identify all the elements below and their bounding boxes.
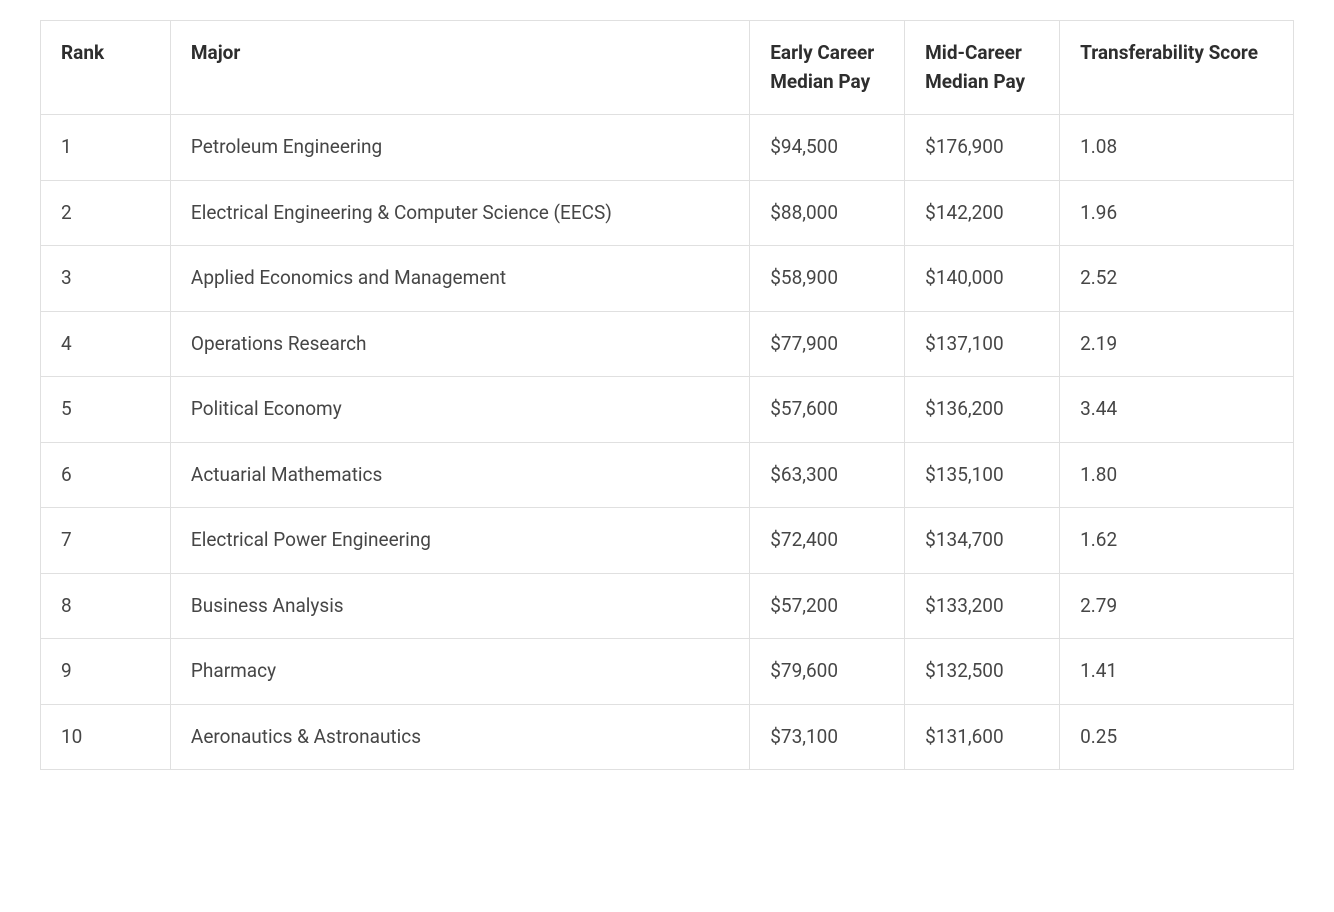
table-row: 3Applied Economics and Management$58,900… — [41, 246, 1294, 312]
cell-rank: 3 — [41, 246, 171, 312]
cell-score: 2.79 — [1060, 573, 1294, 639]
cell-mid: $132,500 — [905, 639, 1060, 705]
cell-score: 1.80 — [1060, 442, 1294, 508]
cell-early: $77,900 — [750, 311, 905, 377]
cell-score: 1.96 — [1060, 180, 1294, 246]
cell-early: $57,600 — [750, 377, 905, 443]
cell-early: $72,400 — [750, 508, 905, 574]
cell-major: Operations Research — [170, 311, 749, 377]
cell-major: Aeronautics & Astronautics — [170, 704, 749, 770]
cell-rank: 2 — [41, 180, 171, 246]
cell-rank: 1 — [41, 115, 171, 181]
table-row: 8Business Analysis$57,200$133,2002.79 — [41, 573, 1294, 639]
cell-major: Electrical Engineering & Computer Scienc… — [170, 180, 749, 246]
cell-rank: 6 — [41, 442, 171, 508]
cell-major: Business Analysis — [170, 573, 749, 639]
cell-mid: $142,200 — [905, 180, 1060, 246]
cell-major: Pharmacy — [170, 639, 749, 705]
cell-early: $73,100 — [750, 704, 905, 770]
cell-mid: $137,100 — [905, 311, 1060, 377]
cell-mid: $176,900 — [905, 115, 1060, 181]
col-header-score: Transferability Score — [1060, 21, 1294, 115]
cell-mid: $131,600 — [905, 704, 1060, 770]
cell-rank: 4 — [41, 311, 171, 377]
cell-rank: 5 — [41, 377, 171, 443]
cell-mid: $134,700 — [905, 508, 1060, 574]
cell-mid: $140,000 — [905, 246, 1060, 312]
cell-score: 1.62 — [1060, 508, 1294, 574]
cell-score: 1.41 — [1060, 639, 1294, 705]
table-row: 2Electrical Engineering & Computer Scien… — [41, 180, 1294, 246]
cell-early: $63,300 — [750, 442, 905, 508]
table-body: 1Petroleum Engineering$94,500$176,9001.0… — [41, 115, 1294, 770]
cell-score: 0.25 — [1060, 704, 1294, 770]
cell-major: Petroleum Engineering — [170, 115, 749, 181]
col-header-early: Early Career Median Pay — [750, 21, 905, 115]
col-header-mid: Mid-Career Median Pay — [905, 21, 1060, 115]
cell-score: 2.52 — [1060, 246, 1294, 312]
cell-early: $79,600 — [750, 639, 905, 705]
table-row: 7Electrical Power Engineering$72,400$134… — [41, 508, 1294, 574]
table-row: 9Pharmacy$79,600$132,5001.41 — [41, 639, 1294, 705]
table-row: 1Petroleum Engineering$94,500$176,9001.0… — [41, 115, 1294, 181]
table-row: 6Actuarial Mathematics$63,300$135,1001.8… — [41, 442, 1294, 508]
table-row: 4Operations Research$77,900$137,1002.19 — [41, 311, 1294, 377]
cell-early: $88,000 — [750, 180, 905, 246]
col-header-major: Major — [170, 21, 749, 115]
cell-mid: $133,200 — [905, 573, 1060, 639]
cell-score: 2.19 — [1060, 311, 1294, 377]
table-row: 10Aeronautics & Astronautics$73,100$131,… — [41, 704, 1294, 770]
cell-major: Applied Economics and Management — [170, 246, 749, 312]
cell-score: 3.44 — [1060, 377, 1294, 443]
cell-rank: 8 — [41, 573, 171, 639]
cell-rank: 10 — [41, 704, 171, 770]
cell-major: Political Economy — [170, 377, 749, 443]
cell-mid: $135,100 — [905, 442, 1060, 508]
cell-major: Electrical Power Engineering — [170, 508, 749, 574]
table-header: RankMajorEarly Career Median PayMid-Care… — [41, 21, 1294, 115]
cell-rank: 9 — [41, 639, 171, 705]
cell-major: Actuarial Mathematics — [170, 442, 749, 508]
cell-early: $58,900 — [750, 246, 905, 312]
cell-mid: $136,200 — [905, 377, 1060, 443]
cell-rank: 7 — [41, 508, 171, 574]
majors-pay-table: RankMajorEarly Career Median PayMid-Care… — [40, 20, 1294, 770]
cell-early: $94,500 — [750, 115, 905, 181]
table-row: 5Political Economy$57,600$136,2003.44 — [41, 377, 1294, 443]
cell-early: $57,200 — [750, 573, 905, 639]
table-header-row: RankMajorEarly Career Median PayMid-Care… — [41, 21, 1294, 115]
cell-score: 1.08 — [1060, 115, 1294, 181]
col-header-rank: Rank — [41, 21, 171, 115]
